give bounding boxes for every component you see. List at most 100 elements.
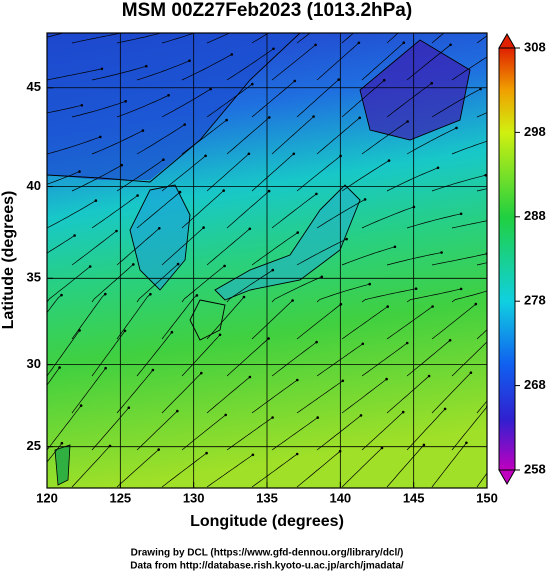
streamline: [476, 400, 487, 414]
streamline-head: [60, 441, 64, 445]
streamline: [91, 195, 138, 229]
streamline: [206, 296, 245, 340]
streamline-head: [386, 305, 390, 308]
streamline: [226, 338, 269, 377]
streamline-head: [530, 249, 533, 252]
streamline-head: [230, 53, 234, 56]
streamline-head: [141, 129, 145, 132]
streamline: [71, 33, 123, 44]
streamline: [181, 54, 232, 81]
streamline-head: [225, 118, 228, 122]
streamline-head: [405, 341, 409, 345]
streamline-head: [361, 342, 365, 346]
streamline: [47, 330, 80, 377]
streamline-head: [195, 294, 199, 297]
streamline: [47, 235, 75, 254]
streamline-head: [132, 263, 135, 266]
streamline: [341, 246, 395, 266]
x-tick-label: 135: [256, 490, 278, 505]
streamline: [251, 300, 293, 340]
streamline-head: [427, 374, 431, 378]
streamline: [91, 264, 134, 303]
title: MSM 00Z27Feb2023 (1013.2hPa): [122, 0, 412, 21]
streamline-head: [296, 378, 299, 382]
streamline: [451, 341, 487, 377]
streamline: [361, 342, 408, 377]
streamline: [161, 372, 202, 414]
streamline: [316, 283, 370, 303]
streamline-head: [459, 287, 463, 291]
y-tick-label: 30: [27, 356, 41, 371]
streamline-head: [291, 299, 294, 302]
streamline-head: [293, 79, 297, 83]
streamline-head: [167, 94, 170, 97]
streamline-head: [491, 336, 494, 339]
streamline: [296, 303, 342, 340]
streamline: [91, 65, 147, 81]
streamline: [406, 288, 462, 303]
streamline-head: [422, 443, 426, 447]
streamline-head: [368, 282, 372, 286]
streamline-head: [188, 59, 191, 62]
x-tick-label: 145: [403, 490, 425, 505]
streamline: [47, 405, 82, 451]
streamline-head: [271, 268, 275, 272]
streamline-head: [170, 29, 173, 32]
streamline: [47, 266, 91, 303]
streamline-head: [292, 152, 296, 156]
streamline: [251, 379, 298, 414]
streamline: [271, 44, 316, 81]
streamline: [316, 117, 360, 155]
streamline: [271, 276, 322, 303]
streamline: [386, 306, 433, 340]
streamline: [251, 453, 298, 488]
streamline-head: [176, 409, 179, 413]
streamline-head: [315, 340, 318, 344]
streamline-head: [358, 116, 362, 120]
streamline: [251, 153, 295, 192]
streamline: [181, 414, 226, 451]
streamline: [251, 232, 298, 266]
streamline-head: [479, 87, 482, 91]
streamline: [476, 262, 487, 266]
streamline: [476, 35, 487, 44]
streamline-head: [267, 189, 271, 193]
streamline: [71, 230, 117, 266]
streamline-head: [151, 368, 155, 372]
streamline-head: [202, 226, 205, 229]
streamline: [47, 367, 60, 386]
streamline: [136, 60, 190, 81]
streamline-head: [120, 163, 123, 167]
streamline-head: [58, 366, 61, 369]
streamline-head: [402, 41, 406, 44]
streamline-head: [218, 333, 222, 337]
x-tick-label: 130: [183, 490, 205, 505]
streamline: [361, 42, 405, 81]
streamline: [431, 303, 477, 340]
streamline: [206, 33, 231, 44]
streamline-head: [385, 377, 388, 381]
streamline: [251, 80, 296, 118]
streamline-head: [414, 287, 418, 291]
streamline: [116, 293, 151, 340]
streamline-head: [162, 158, 165, 161]
streamline-head: [271, 416, 274, 419]
streamline-head: [157, 448, 160, 451]
streamline: [406, 213, 462, 229]
streamline: [431, 174, 486, 192]
streamline: [451, 406, 487, 451]
streamline: [361, 121, 408, 155]
streamline-head: [79, 404, 83, 407]
streamline: [406, 340, 451, 377]
streamline-head: [204, 154, 207, 158]
streamline: [136, 263, 179, 303]
streamline-head: [222, 189, 225, 192]
streamline: [226, 190, 270, 229]
streamline: [136, 124, 185, 155]
streamline-head: [436, 166, 440, 170]
streamline-head: [380, 446, 384, 450]
streamline: [476, 472, 487, 488]
streamline-head: [158, 227, 161, 230]
streamline-head: [224, 413, 227, 417]
map-field: [47, 29, 533, 488]
